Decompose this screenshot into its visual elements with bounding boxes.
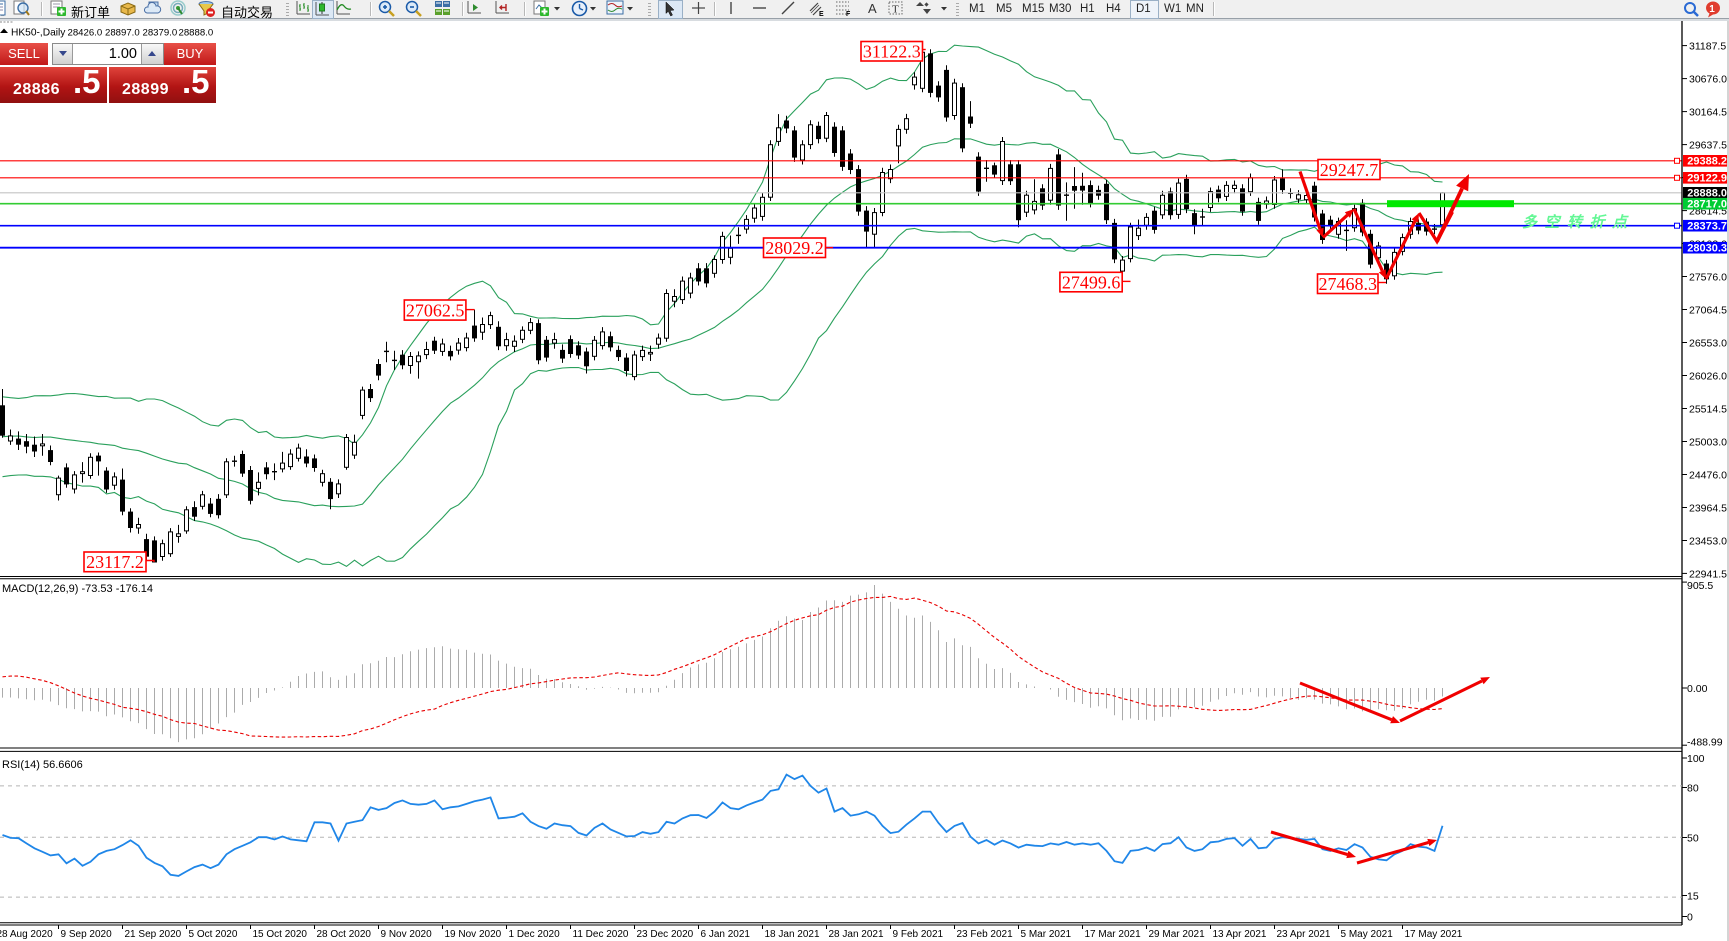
svg-text:23453.0: 23453.0 bbox=[1689, 536, 1727, 548]
svg-text:13 Apr 2021: 13 Apr 2021 bbox=[1213, 929, 1267, 940]
svg-text:15: 15 bbox=[1687, 890, 1699, 902]
svg-text:9 Feb 2021: 9 Feb 2021 bbox=[893, 929, 944, 940]
svg-text:27576.0: 27576.0 bbox=[1689, 272, 1727, 284]
svg-text:18 Jan 2021: 18 Jan 2021 bbox=[765, 929, 820, 940]
svg-text:28 Aug 2020: 28 Aug 2020 bbox=[0, 929, 53, 940]
svg-text:80: 80 bbox=[1687, 782, 1699, 794]
svg-text:A: A bbox=[868, 1, 877, 16]
svg-text:23117.2: 23117.2 bbox=[86, 552, 144, 572]
svg-text:9 Sep 2020: 9 Sep 2020 bbox=[61, 929, 113, 940]
svg-text:27468.3: 27468.3 bbox=[1319, 274, 1378, 294]
svg-text:0: 0 bbox=[1687, 911, 1693, 923]
svg-text:9 Nov 2020: 9 Nov 2020 bbox=[381, 929, 433, 940]
svg-text:100: 100 bbox=[1687, 753, 1705, 765]
svg-text:15 Oct 2020: 15 Oct 2020 bbox=[253, 929, 308, 940]
svg-text:30676.0: 30676.0 bbox=[1689, 74, 1727, 86]
svg-text:-488.99: -488.99 bbox=[1687, 737, 1723, 749]
svg-text:27499.6: 27499.6 bbox=[1062, 272, 1121, 292]
svg-text:17 May 2021: 17 May 2021 bbox=[1405, 929, 1463, 940]
svg-text:E: E bbox=[819, 11, 824, 17]
svg-text:多空转折点: 多空转折点 bbox=[1522, 213, 1635, 231]
svg-text:5 May 2021: 5 May 2021 bbox=[1341, 929, 1394, 940]
svg-text:0.00: 0.00 bbox=[1687, 683, 1708, 695]
svg-text:27064.5: 27064.5 bbox=[1689, 305, 1727, 317]
svg-text:28030.3: 28030.3 bbox=[1687, 243, 1727, 255]
svg-text:29122.9: 29122.9 bbox=[1687, 173, 1727, 185]
svg-text:25003.0: 25003.0 bbox=[1689, 437, 1727, 449]
svg-text:30164.5: 30164.5 bbox=[1689, 107, 1727, 119]
svg-text:25514.5: 25514.5 bbox=[1689, 404, 1727, 416]
svg-text:22941.5: 22941.5 bbox=[1689, 568, 1727, 580]
svg-text:29637.5: 29637.5 bbox=[1689, 140, 1727, 152]
svg-text:28888.0: 28888.0 bbox=[1687, 188, 1727, 200]
svg-text:31187.5: 31187.5 bbox=[1689, 41, 1726, 53]
svg-text:28 Jan 2021: 28 Jan 2021 bbox=[829, 929, 884, 940]
svg-text:5 Oct 2020: 5 Oct 2020 bbox=[189, 929, 238, 940]
svg-text:19 Nov 2020: 19 Nov 2020 bbox=[445, 929, 502, 940]
svg-text:29247.7: 29247.7 bbox=[1320, 160, 1379, 180]
svg-text:28 Oct 2020: 28 Oct 2020 bbox=[317, 929, 372, 940]
svg-text:29 Mar 2021: 29 Mar 2021 bbox=[1149, 929, 1206, 940]
svg-text:23 Feb 2021: 23 Feb 2021 bbox=[957, 929, 1014, 940]
svg-text:6 Jan 2021: 6 Jan 2021 bbox=[701, 929, 751, 940]
svg-text:5 Mar 2021: 5 Mar 2021 bbox=[1021, 929, 1072, 940]
svg-text:28373.7: 28373.7 bbox=[1687, 221, 1727, 233]
svg-text:28717.0: 28717.0 bbox=[1687, 199, 1727, 211]
svg-text:23 Apr 2021: 23 Apr 2021 bbox=[1277, 929, 1331, 940]
svg-text:T: T bbox=[892, 4, 899, 16]
svg-text:50: 50 bbox=[1687, 832, 1699, 844]
svg-text:23964.5: 23964.5 bbox=[1689, 503, 1727, 515]
svg-text:905.5: 905.5 bbox=[1687, 580, 1713, 592]
svg-text:28029.2: 28029.2 bbox=[765, 238, 824, 258]
svg-text:17 Mar 2021: 17 Mar 2021 bbox=[1085, 929, 1142, 940]
svg-text:RSI(14) 56.6606: RSI(14) 56.6606 bbox=[2, 759, 83, 771]
svg-text:1: 1 bbox=[1709, 4, 1715, 15]
svg-text:23 Dec 2020: 23 Dec 2020 bbox=[637, 929, 694, 940]
svg-text:26026.0: 26026.0 bbox=[1689, 371, 1727, 383]
svg-text:11 Dec 2020: 11 Dec 2020 bbox=[573, 929, 629, 940]
svg-text:F: F bbox=[846, 11, 851, 17]
svg-text:21 Sep 2020: 21 Sep 2020 bbox=[125, 929, 182, 940]
svg-text:31122.3: 31122.3 bbox=[863, 42, 921, 62]
svg-text:MACD(12,26,9) -73.53 -176.14: MACD(12,26,9) -73.53 -176.14 bbox=[2, 583, 153, 595]
svg-text:1 Dec 2020: 1 Dec 2020 bbox=[509, 929, 561, 940]
svg-text:29388.2: 29388.2 bbox=[1687, 156, 1727, 168]
svg-text:24476.0: 24476.0 bbox=[1689, 470, 1727, 482]
svg-text:27062.5: 27062.5 bbox=[406, 300, 465, 320]
svg-text:26553.0: 26553.0 bbox=[1689, 338, 1727, 350]
